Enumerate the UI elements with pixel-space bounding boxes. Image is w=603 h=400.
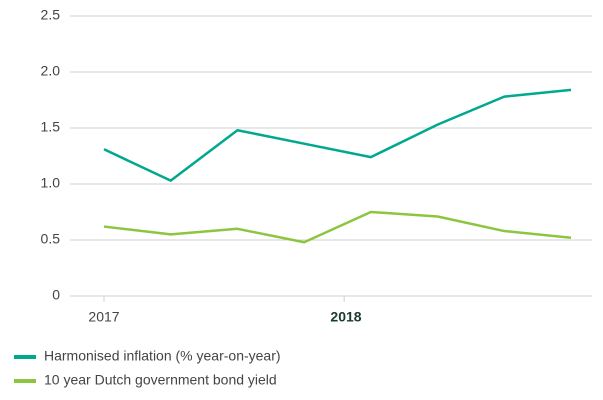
series-line	[103, 210, 572, 244]
series-line	[103, 88, 572, 182]
legend-label: Harmonised inflation (% year-on-year)	[44, 348, 281, 364]
y-tick-label: 1.0	[41, 175, 61, 191]
legend-label: 10 year Dutch government bond yield	[44, 372, 277, 388]
x-tick-label: 2018	[330, 309, 361, 325]
y-tick-label: 1.5	[41, 119, 61, 135]
x-tick-label: 2017	[88, 309, 119, 325]
y-tick-label: 2.0	[41, 63, 61, 79]
y-tick-label: 0	[52, 287, 60, 303]
y-tick-label: 0.5	[41, 231, 61, 247]
y-tick-label: 2.5	[41, 7, 61, 23]
